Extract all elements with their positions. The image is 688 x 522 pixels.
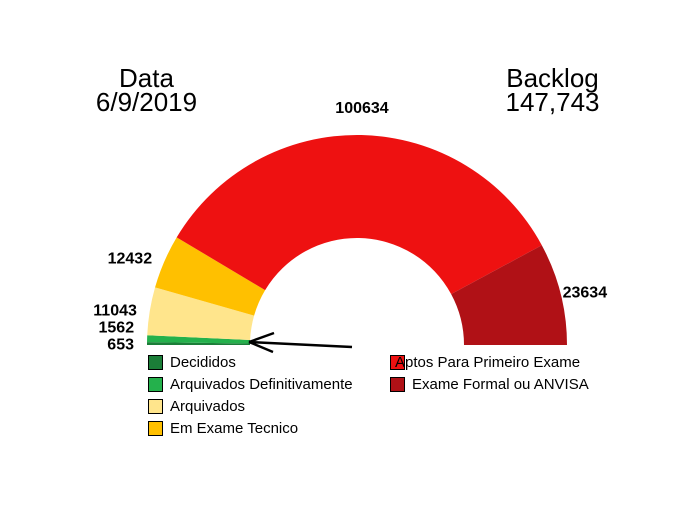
backlog-value: 147,743: [505, 87, 600, 117]
segment-value-label-arquivados-definitivamente: 1562: [99, 320, 135, 337]
legend-left: Decididos Arquivados Definitivamente Arqui…: [148, 351, 353, 439]
legend-swatch-arquivados: [148, 398, 163, 414]
legend-label: Aptos Para Primeiro Exame: [395, 353, 581, 371]
legend-item-exame-formal-ou-anvisa: Exame Formal ou ANVISA: [390, 373, 589, 395]
segment-value-label-arquivados: 11043: [93, 303, 137, 320]
date-value: 6/9/2019: [95, 87, 198, 117]
date-title: Data: [119, 63, 174, 93]
legend-right: Aptos Para Primeiro Exame Exame Formal ou…: [390, 351, 589, 395]
segment-em-exame-tecnico: [155, 237, 266, 316]
segment-value-label-aptos-para-primeiro-exame: 100634: [335, 100, 388, 117]
legend-swatch-arquivados-definitivamente: [148, 376, 163, 392]
legend-item-aptos-para-primeiro-exame: Aptos Para Primeiro Exame: [390, 351, 589, 373]
backlog-title-block: Backlog 147,743: [465, 63, 640, 117]
backlog-title: Backlog: [506, 63, 599, 93]
segment-arquivados: [147, 287, 255, 341]
legend-swatch-decididos: [148, 354, 163, 370]
legend-item-arquivados-definitivamente: Arquivados Definitivamente: [148, 373, 353, 395]
segment-value-label-em-exame-tecnico: 12432: [108, 251, 153, 268]
legend-label: Em Exame Tecnico: [170, 419, 299, 437]
legend-label: Arquivados Definitivamente: [170, 375, 353, 393]
legend-label: Decididos: [170, 353, 236, 371]
legend-label: Arquivados: [170, 397, 246, 415]
legend-item-em-exame-tecnico: Em Exame Tecnico: [148, 417, 353, 439]
segment-arquivados-definitivamente: [147, 335, 251, 344]
date-title-block: Data 6/9/2019: [59, 63, 234, 117]
segment-value-label-decididos: 653: [107, 337, 134, 354]
legend-swatch-aptos-para-primeiro-exame: [390, 354, 405, 370]
annotation-arrow: [248, 331, 353, 354]
segment-exame-formal-ou-anvisa: [451, 245, 567, 345]
segment-decididos: [147, 342, 251, 345]
legend-swatch-em-exame-tecnico: [148, 420, 163, 436]
segment-aptos-para-primeiro-exame: [176, 135, 542, 295]
legend-label: Exame Formal ou ANVISA: [412, 375, 589, 393]
legend-item-arquivados: Arquivados: [148, 395, 353, 417]
legend-item-decididos: Decididos: [148, 351, 353, 373]
segment-value-label-exame-formal-ou-anvisa: 23634: [563, 285, 608, 302]
legend-swatch-exame-formal-ou-anvisa: [390, 376, 405, 392]
